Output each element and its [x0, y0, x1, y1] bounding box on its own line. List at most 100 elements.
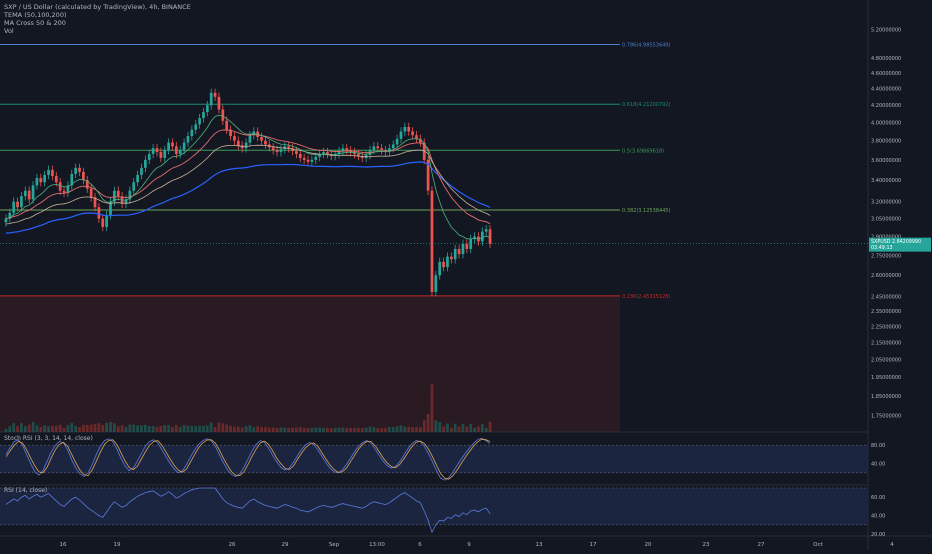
price-tick-label: 4.80000000 [871, 56, 901, 62]
volume-bar [167, 425, 170, 432]
volume-bar [384, 428, 387, 432]
candle-body [54, 175, 58, 183]
volume-bar [403, 426, 407, 432]
candle-body [140, 167, 143, 175]
volume-bar [186, 425, 190, 432]
candle-body [326, 152, 329, 155]
volume-bar [368, 426, 372, 432]
candle-body [279, 149, 283, 153]
volume-bar [360, 428, 364, 432]
volume-bar [35, 425, 39, 432]
volume-bar [326, 428, 329, 432]
volume-bar [66, 425, 70, 432]
volume-bar [391, 427, 395, 432]
candle-body [442, 261, 445, 268]
candle-body [318, 154, 322, 157]
candle-body [174, 146, 178, 155]
volume-bar [78, 426, 81, 432]
price-tick-label: 4.20000000 [871, 103, 901, 109]
volume-bar [16, 426, 19, 432]
candle-body [236, 140, 240, 146]
volume-bar [109, 421, 112, 432]
volume-bar [244, 426, 248, 432]
price-tick-label: 4.60000000 [871, 71, 901, 77]
candle-body [345, 148, 349, 151]
candle-body [430, 190, 434, 292]
price-tick-label: 1.75000000 [871, 414, 901, 420]
candle-body [12, 201, 16, 213]
volume-bar [144, 424, 147, 432]
volume-bar [260, 427, 263, 432]
volume-bar [97, 423, 101, 432]
volume-bar [415, 427, 418, 432]
rsi-line [5, 487, 491, 534]
candle-body [171, 142, 174, 147]
volume-bar [62, 427, 66, 432]
volume-bar [248, 425, 252, 432]
candle-body [27, 190, 31, 200]
volume-bar [267, 427, 271, 432]
volume-bar [163, 425, 167, 432]
candle-body [35, 178, 39, 186]
candle-body [488, 229, 492, 244]
candle-body [209, 92, 213, 106]
candle-body [16, 201, 19, 208]
candle-body [418, 138, 422, 143]
volume-bar [233, 426, 236, 432]
candle-body [221, 109, 225, 121]
candle-body [260, 136, 263, 141]
volume-bar [457, 426, 461, 432]
volume-bar [132, 424, 136, 432]
candle-body [457, 248, 461, 255]
indicator-tema[interactable]: TEMA (50,100,200) [4, 11, 67, 19]
volume-bar [411, 427, 414, 432]
volume-bar [337, 427, 341, 432]
rsi-title[interactable]: RSI (14, close) [4, 487, 48, 494]
volume-bar [418, 427, 422, 432]
volume-bar [190, 425, 194, 432]
volume-bar [449, 427, 453, 432]
indicator-ma-cross[interactable]: MA Cross 50 & 200 [4, 19, 66, 27]
price-tick-label: 2.45000000 [871, 294, 901, 300]
candle-body [484, 229, 488, 232]
candle-body [51, 169, 54, 176]
volume-bar [47, 426, 50, 432]
volume-bar [484, 427, 488, 432]
volume-bar [426, 414, 430, 432]
candle-body [322, 152, 325, 155]
candle-body [8, 212, 12, 219]
candle-body [407, 126, 411, 132]
volume-bar [372, 427, 376, 432]
indicator-volume[interactable]: Vol [4, 27, 14, 35]
candle-body [275, 150, 279, 153]
volume-bar [213, 426, 217, 432]
volume-bar [279, 427, 283, 432]
candle-body [357, 154, 360, 156]
volume-bar [151, 426, 155, 432]
volume-bar [380, 428, 383, 432]
volume-bar [116, 426, 120, 432]
price-tick-label: 3.40000000 [871, 178, 901, 184]
candle-body [155, 148, 159, 153]
candle-body [298, 154, 302, 158]
volume-bar [236, 426, 240, 432]
candle-body [85, 180, 89, 189]
volume-bar [477, 426, 480, 432]
volume-bar [256, 426, 260, 432]
volume-bar [322, 428, 325, 432]
candle-body [310, 159, 314, 162]
stoch-rsi-title[interactable]: Stoch RSI (3, 3, 14, 14, close) [4, 435, 93, 442]
volume-bar [329, 428, 333, 432]
candle-body [314, 156, 318, 160]
volume-bar [159, 426, 163, 432]
candle-body [453, 248, 457, 260]
candle-body [182, 142, 186, 151]
candle-body [136, 174, 139, 183]
volume-bar [469, 423, 473, 432]
volume-bar [171, 427, 174, 432]
volume-bar [74, 425, 78, 432]
chart-title: SXP / US Dollar (calculated by TradingVi… [4, 3, 191, 11]
candle-body [58, 182, 62, 191]
